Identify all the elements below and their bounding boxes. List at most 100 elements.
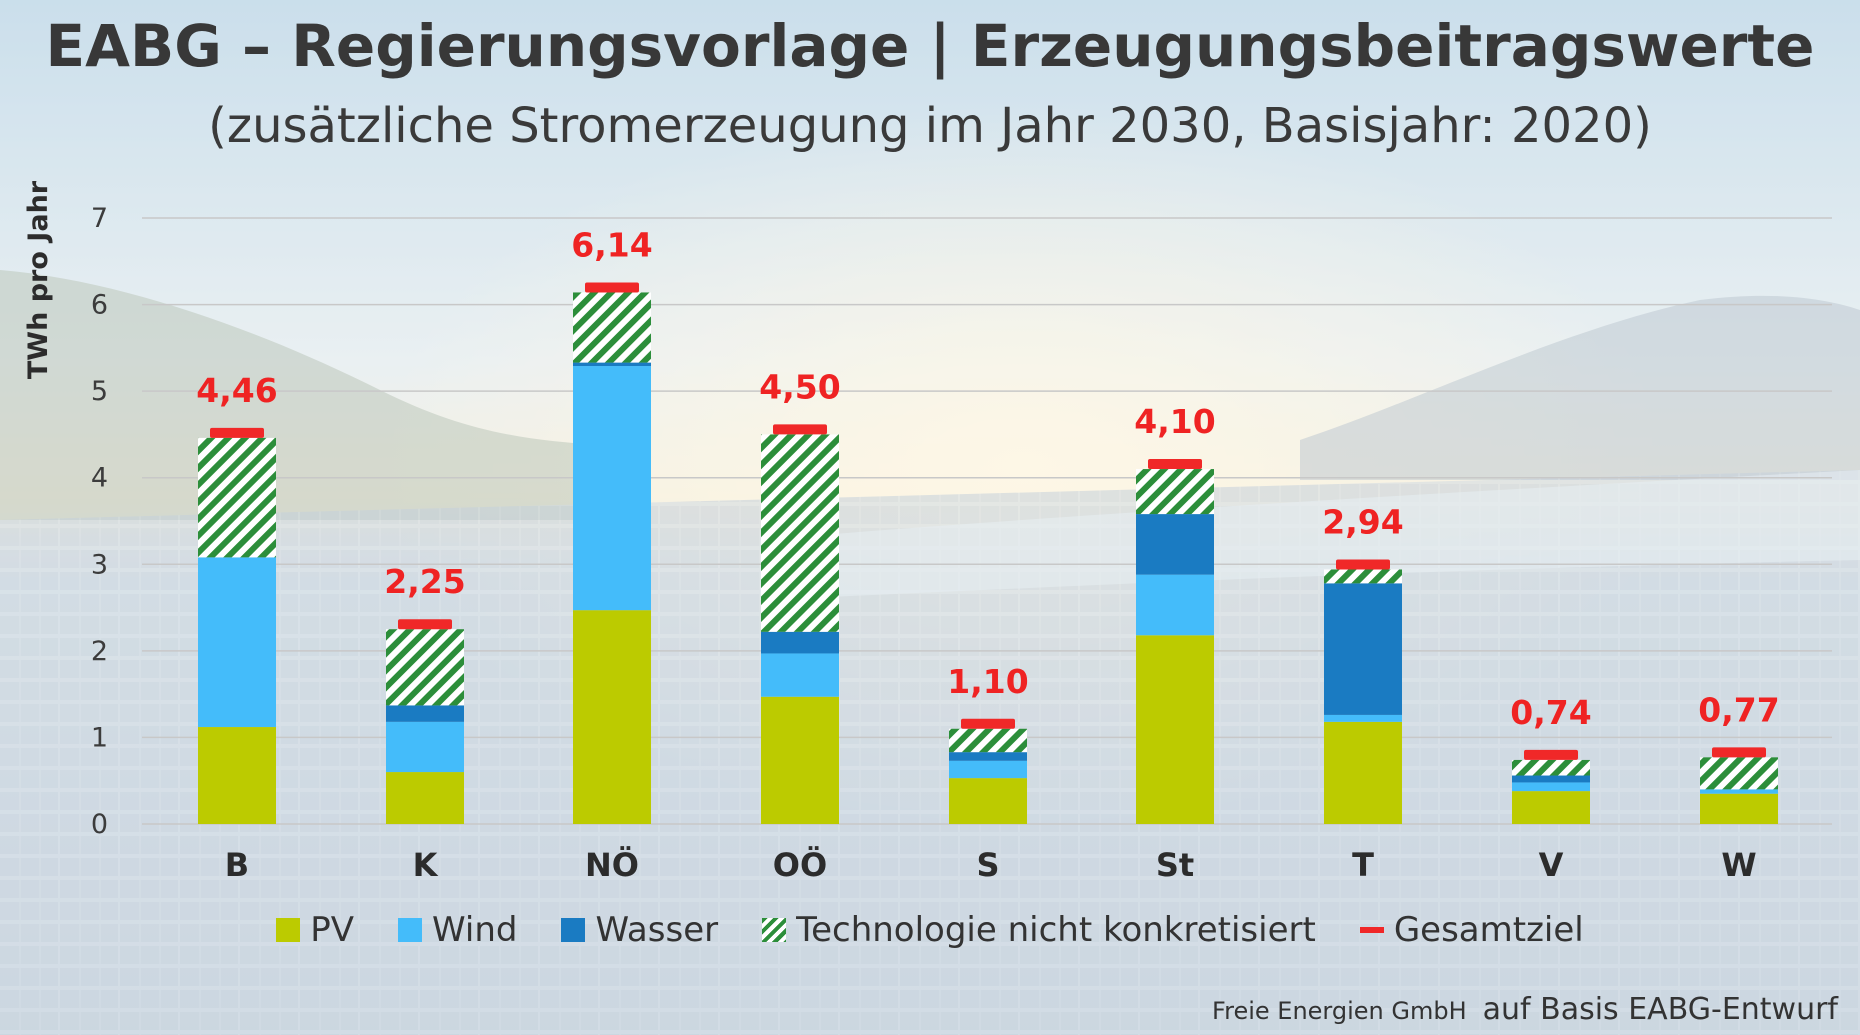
bar-segment-unspecified bbox=[386, 629, 464, 706]
gesamtziel-marker bbox=[585, 282, 639, 293]
total-data-label: 0,74 bbox=[1510, 693, 1591, 732]
bar-segment-pv bbox=[573, 610, 651, 824]
x-category-label: V bbox=[1539, 846, 1564, 884]
y-tick-label: 0 bbox=[91, 809, 108, 840]
x-category-label: K bbox=[413, 846, 439, 884]
legend-item-wasser: Wasser bbox=[561, 910, 718, 950]
bar-segment-unspecified bbox=[1324, 569, 1402, 584]
bar-group: 4,10 bbox=[1134, 402, 1216, 824]
bar-segment-unspecified bbox=[761, 434, 839, 632]
gesamtziel-marker bbox=[773, 424, 827, 435]
bar-group: 0,74 bbox=[1510, 693, 1592, 824]
bar-segment-wasser bbox=[386, 705, 464, 722]
bar-segment-pv bbox=[1136, 635, 1214, 824]
legend-swatch-wasser bbox=[561, 918, 586, 942]
gesamtziel-marker bbox=[1712, 747, 1766, 758]
bar-segment-wind bbox=[1324, 714, 1402, 722]
y-tick-label: 2 bbox=[91, 636, 108, 667]
legend-label-wind: Wind bbox=[432, 910, 518, 950]
bar-segment-wind bbox=[1700, 789, 1778, 794]
bar-segment-wasser bbox=[1512, 775, 1590, 783]
y-tick-label: 3 bbox=[91, 549, 108, 580]
total-data-label: 0,77 bbox=[1698, 690, 1779, 729]
legend-label-pv: PV bbox=[310, 910, 355, 950]
y-axis-ticks: 0 1 2 3 4 5 6 7 bbox=[91, 203, 108, 840]
bar-segment-pv bbox=[1512, 791, 1590, 824]
bar-segment-wasser bbox=[761, 631, 839, 654]
total-data-label: 6,14 bbox=[571, 225, 652, 264]
x-axis-categories: B K NÖ OÖ S St T V W bbox=[225, 846, 1757, 884]
x-category-label: OÖ bbox=[773, 846, 827, 884]
source-credit: Freie Energien GmbH auf Basis EABG-Entwur… bbox=[1212, 992, 1838, 1027]
total-data-label: 2,94 bbox=[1322, 502, 1403, 541]
bar-segment-pv bbox=[761, 696, 839, 824]
bar-segment-pv bbox=[198, 727, 276, 824]
bar-segment-unspecified bbox=[1136, 469, 1214, 515]
bar-segment-unspecified bbox=[198, 437, 276, 558]
y-tick-label: 7 bbox=[91, 203, 108, 234]
x-category-label: St bbox=[1156, 846, 1194, 884]
bar-segment-wind bbox=[198, 557, 276, 728]
bar-segment-pv bbox=[1324, 721, 1402, 824]
legend-swatch-pv bbox=[276, 918, 301, 942]
legend-swatch-unspecified bbox=[762, 918, 787, 942]
bar-group: 4,46 bbox=[196, 371, 278, 824]
legend-label-unspecified: Technologie nicht konkretisiert bbox=[796, 910, 1316, 950]
y-tick-label: 4 bbox=[91, 463, 108, 494]
y-tick-label: 6 bbox=[91, 290, 108, 321]
x-category-label: W bbox=[1721, 846, 1756, 884]
bar-group: 1,10 bbox=[947, 662, 1029, 824]
total-data-label: 1,10 bbox=[947, 662, 1028, 701]
credit-source: auf Basis EABG-Entwurf bbox=[1482, 992, 1838, 1027]
bar-group: 4,50 bbox=[759, 367, 841, 824]
bar-segment-wasser bbox=[1136, 514, 1214, 575]
bar-segment-wind bbox=[761, 653, 839, 697]
legend-item-gesamtziel: Gesamtziel bbox=[1359, 910, 1584, 950]
total-data-label: 4,46 bbox=[196, 371, 277, 410]
bar-segment-wind bbox=[949, 760, 1027, 779]
y-tick-label: 1 bbox=[91, 722, 108, 753]
y-axis-label: TWh pro Jahr bbox=[23, 180, 54, 379]
bar-segment-wasser bbox=[1324, 583, 1402, 715]
legend-label-wasser: Wasser bbox=[595, 910, 719, 950]
bar-segment-unspecified bbox=[573, 292, 651, 363]
bar-group: 0,77 bbox=[1698, 690, 1780, 824]
total-data-label: 4,10 bbox=[1134, 402, 1215, 441]
legend-item-pv: PV bbox=[276, 910, 354, 950]
bar-group: 2,25 bbox=[384, 562, 466, 824]
gesamtziel-marker bbox=[398, 619, 452, 630]
total-data-label: 2,25 bbox=[384, 562, 465, 601]
chart-subtitle: (zusätzliche Stromerzeugung im Jahr 2030… bbox=[208, 98, 1652, 154]
legend-swatch-wind bbox=[398, 918, 423, 942]
gesamtziel-marker bbox=[1524, 749, 1578, 760]
bar-segment-wind bbox=[1512, 782, 1590, 792]
bar-segment-pv bbox=[1700, 793, 1778, 824]
gesamtziel-marker bbox=[1148, 459, 1202, 470]
x-category-label: T bbox=[1352, 846, 1374, 884]
bar-segment-unspecified bbox=[1700, 757, 1778, 790]
bar-group: 2,94 bbox=[1322, 502, 1404, 824]
legend-label-gesamtziel: Gesamtziel bbox=[1393, 910, 1584, 950]
legend-item-unspecified: Technologie nicht konkretisiert bbox=[762, 910, 1316, 950]
gesamtziel-marker bbox=[1336, 559, 1390, 570]
x-category-label: S bbox=[976, 846, 999, 884]
total-data-label: 4,50 bbox=[759, 367, 840, 406]
y-tick-label: 5 bbox=[91, 376, 108, 407]
legend-item-wind: Wind bbox=[398, 910, 517, 950]
bar-segment-unspecified bbox=[1512, 759, 1590, 776]
legend: PV Wind Wasser Technologie nicht konkret… bbox=[0, 910, 1860, 950]
bar-segment-pv bbox=[949, 778, 1027, 824]
credit-company: Freie Energien GmbH bbox=[1212, 997, 1467, 1025]
gesamtziel-marker bbox=[210, 427, 264, 438]
bar-segment-unspecified bbox=[949, 728, 1027, 753]
bar-segment-pv bbox=[386, 772, 464, 824]
bar-segment-wind bbox=[386, 721, 464, 773]
bar-group: 6,14 bbox=[571, 225, 653, 824]
x-category-label: NÖ bbox=[585, 846, 639, 884]
bar-segment-wasser bbox=[949, 752, 1027, 761]
chart-title: EABG – Regierungsvorlage | Erzeugungsbei… bbox=[45, 12, 1815, 80]
gesamtziel-marker bbox=[961, 718, 1015, 729]
bars: 4,46 2,25 6,14 4,50 1,10 4,10 2,94 0,74 0,77 bbox=[196, 225, 1780, 824]
